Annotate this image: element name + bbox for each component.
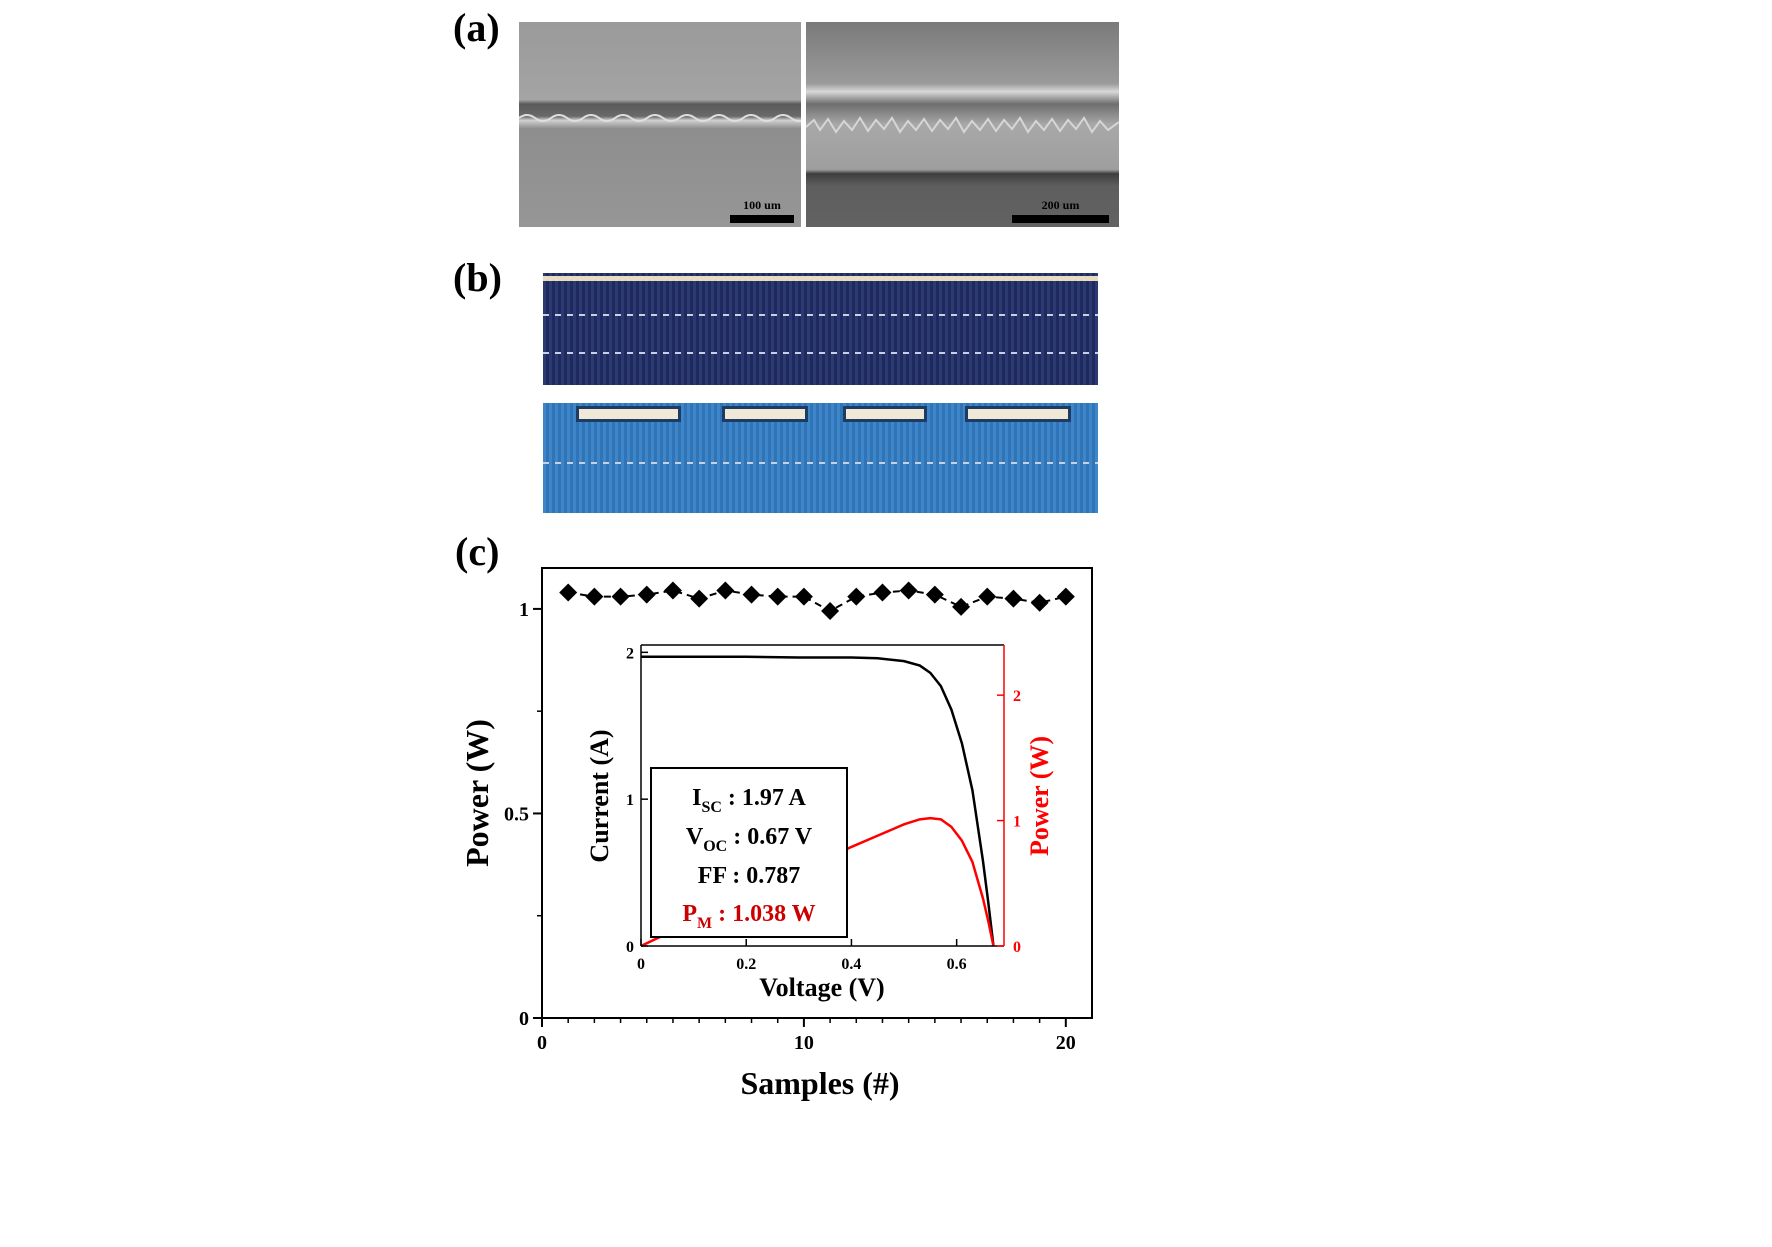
- data-point-diamond: [585, 587, 604, 606]
- data-point-diamond: [952, 597, 971, 616]
- sem-cross-section-texture: [806, 22, 1119, 227]
- data-point-diamond: [873, 583, 892, 602]
- inset-y2-tick-label: 1: [1013, 814, 1021, 831]
- scale-bar-right-label: 200 um: [1041, 198, 1080, 212]
- main-y-tick-label: 0.5: [504, 803, 529, 825]
- inset-y-tick-label: 2: [626, 645, 634, 662]
- inset-x-tick-label: 0.4: [841, 956, 861, 973]
- sem-image-top-view: 100 um: [519, 22, 801, 227]
- inset-y2-axis-title: Power (W): [1025, 736, 1054, 856]
- inset-y-axis-title: Current (A): [585, 729, 614, 862]
- finger-line: [543, 462, 1098, 464]
- isc-value: : 1.97 A: [722, 785, 807, 811]
- inset-axis-ticks: 0 0.2 0.4 0.6 0 1 2 0 1 2: [626, 645, 1021, 973]
- inset-y2-tick-label: 2: [1013, 688, 1021, 705]
- data-point-diamond: [1030, 593, 1049, 612]
- finger-line: [543, 314, 1098, 316]
- sem-image-cross-section: 200 um: [806, 22, 1119, 227]
- finger-line: [543, 352, 1098, 354]
- data-point-diamond: [663, 581, 682, 600]
- busbar-pad: [965, 406, 1071, 422]
- pm-text: PM : 1.038 W: [682, 901, 815, 932]
- data-point-diamond: [768, 587, 787, 606]
- panel-label-c: (c): [455, 529, 500, 574]
- ff-text: FF : 0.787: [698, 863, 800, 889]
- scale-bar-right: 200 um: [1012, 198, 1109, 223]
- busbar-pad: [722, 406, 808, 422]
- data-point-diamond: [821, 601, 840, 620]
- voc-main: V: [686, 824, 704, 850]
- pm-main: P: [682, 901, 697, 927]
- data-point-diamond: [794, 587, 813, 606]
- main-series-line: [568, 589, 1067, 613]
- busbar-pad: [576, 406, 681, 422]
- inset-y-tick-label: 0: [626, 939, 634, 956]
- main-plot-frame: [541, 567, 1093, 1019]
- main-y-axis-title: Power (W): [459, 719, 495, 867]
- sem-top-view-texture: [519, 22, 801, 227]
- isc-main: I: [692, 785, 701, 811]
- data-point-diamond: [1004, 589, 1023, 608]
- voc-value: : 0.67 V: [727, 824, 813, 850]
- isc-sub: SC: [701, 799, 721, 816]
- inset-y2-tick-label: 0: [1013, 939, 1021, 956]
- main-x-tick-label: 0: [537, 1032, 547, 1054]
- scale-bar-right-line: [1012, 215, 1109, 223]
- solar-cell-photo-top: [543, 273, 1098, 385]
- scale-bar-left-label: 100 um: [743, 198, 781, 212]
- pm-value: : 1.038 W: [712, 901, 816, 927]
- inset-x-tick-label: 0: [637, 956, 645, 973]
- parameters-box: [650, 767, 848, 938]
- data-point-diamond: [899, 581, 918, 600]
- inset-series-current: [641, 655, 995, 947]
- inset-y-tick-label: 1: [626, 792, 634, 809]
- panel-label-a: (a): [453, 5, 500, 50]
- data-point-diamond: [716, 581, 735, 600]
- inset-x-tick-label: 0.6: [947, 956, 967, 973]
- solar-cell-photo-bottom: [543, 403, 1098, 513]
- data-point-diamond: [847, 587, 866, 606]
- data-point-diamond: [978, 587, 997, 606]
- main-y-tick-label: 1: [519, 599, 529, 621]
- panel-label-b: (b): [453, 255, 502, 300]
- busbar: [543, 276, 1098, 281]
- data-point-diamond: [637, 585, 656, 604]
- main-y-tick-label: 0: [519, 1008, 529, 1030]
- main-series: [559, 581, 1075, 620]
- main-x-axis-title: Samples (#): [740, 1065, 899, 1101]
- busbar-pad: [843, 406, 927, 422]
- data-point-diamond: [742, 585, 761, 604]
- inset-x-tick-label: 0.2: [736, 956, 756, 973]
- scale-bar-left: 100 um: [730, 198, 794, 223]
- main-x-tick-label: 20: [1056, 1032, 1076, 1054]
- data-point-diamond: [1056, 587, 1075, 606]
- data-point-diamond: [925, 585, 944, 604]
- data-point-diamond: [559, 583, 578, 602]
- voc-sub: OC: [703, 838, 727, 855]
- pm-sub: M: [697, 915, 712, 932]
- scale-bar-left-line: [730, 215, 794, 223]
- main-x-tick-label: 10: [794, 1032, 814, 1054]
- data-point-diamond: [690, 589, 709, 608]
- inset-x-axis-title: Voltage (V): [759, 973, 884, 1002]
- voc-text: VOC : 0.67 V: [686, 824, 813, 855]
- data-point-diamond: [611, 587, 630, 606]
- isc-text: ISC : 1.97 A: [692, 785, 806, 816]
